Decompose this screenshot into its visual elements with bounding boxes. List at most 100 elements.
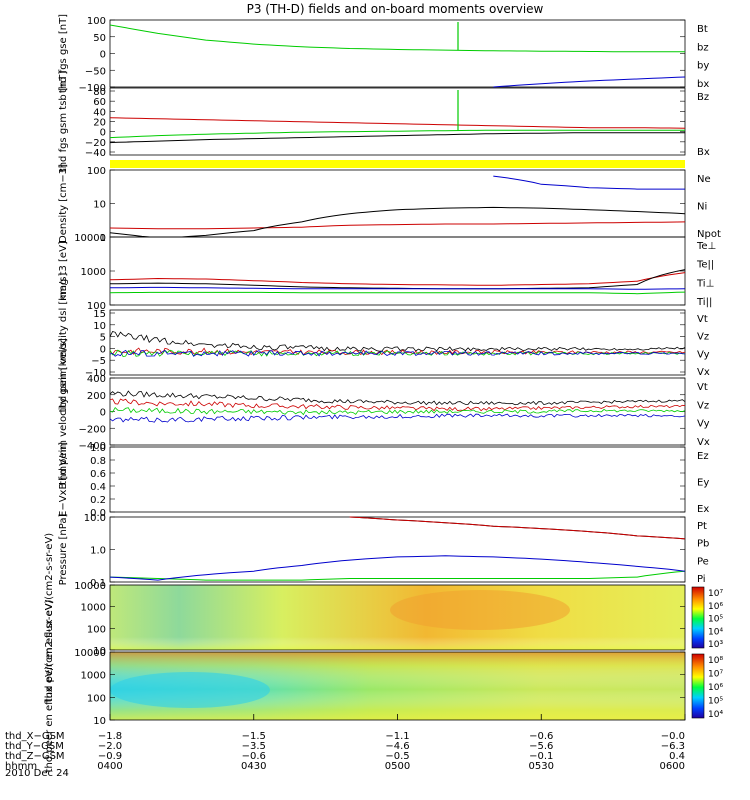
y-tick-label: 1 [100,233,106,244]
x-tick-label: −0.6 [529,731,553,742]
legend-entry: Vx [697,437,710,448]
yellow-bar [110,160,685,168]
series-line-Te⊥ [109,272,686,286]
y-tick-label: −20 [85,138,106,149]
y-tick-label: −100 [79,83,106,94]
y-tick-label: 0 [100,50,106,61]
y-axis-label: thd fgs gsm tsb [nT] [58,71,69,173]
x-tick-label: −1.5 [242,731,266,742]
y-axis-label: thd fgs gse [nT] [58,14,69,93]
series-line-Bz [109,117,686,129]
colorbar-tick-label: 10⁸ [708,656,723,666]
colorbar-tick-label: 10⁶ [708,602,723,612]
panel-peer-en: 10⁸ 10⁷ 10⁶ 10⁵ 10⁴ 10000 1000 100 10 thd peer en… [44,600,723,773]
x-tick-label: 0430 [241,761,266,772]
series-line-Vy [109,349,686,358]
y-tick-label: 1000 [81,603,106,614]
legend-entry: Ne [697,174,711,185]
series-line-Vx [109,349,686,357]
legend-entry: Te⊥ [696,241,716,252]
series-line-Pb [349,516,686,540]
y-tick-label: 0.0 [90,508,106,519]
legend-entry: bx [697,79,709,90]
y-axis-label: thd peim velocity gsm [km/s] [58,338,69,485]
legend-entry: Vt [697,382,708,393]
legend-entry: Vy [697,349,710,360]
x-row-label: hhmm [5,761,37,772]
series-line-Pe [109,570,686,581]
x-tick-label: −1.8 [98,731,122,742]
date-label: 2010 Dec 24 [5,768,69,779]
series-line-Vz [109,398,686,412]
x-tick-label: −6.3 [661,741,685,752]
series-line-Vy [109,406,686,416]
panel-frame [109,446,686,513]
x-tick-label: −0.1 [529,751,553,762]
y-tick-label: 10 [93,321,106,332]
y-tick-label: 0 [100,408,106,419]
y-tick-label: −5 [91,356,106,367]
legend-entry: Vt [697,314,708,325]
panel-fgs-gse: 100 50 0 −50 −100 thd fgs gse [nT] Bt bz by bx [58,14,709,94]
y-tick-label: 1000 [81,671,106,682]
legend-entry: Ez [697,451,709,462]
x-tick-label: −1.1 [385,731,409,742]
y-tick-label: 100 [87,16,106,27]
series-line-Pi [109,555,686,581]
legend-entry: Ti|| [696,297,712,308]
y-tick-label: 10 [93,716,106,727]
legend-entry: Pi [697,574,706,585]
legend-entry: bz [697,42,709,53]
x-tick-label: −5.6 [529,741,553,752]
chart-title: P3 (TH-D) fields and on-board moments ov… [247,2,544,16]
x-tick-label: 0530 [529,761,554,772]
panel-frame [109,309,686,376]
panel-peim-gsm: 400 200 0 −200 −400 thd peim velocity gsm [km… [58,338,710,485]
colorbar-scale [691,586,705,649]
y-tick-label: 10 [93,200,106,211]
series-line-bx [493,76,686,88]
y-axis-label: thd peir en eflux eV/(cm2-s-sr-eV) [44,533,55,702]
y-tick-label: 100 [87,166,106,177]
legend-entry: Pe [697,556,709,567]
y-tick-label: 100 [87,301,106,312]
y-tick-label: 10000 [74,581,106,592]
y-tick-label: 0 [100,344,106,355]
y-tick-label: 10.0 [84,513,106,524]
colorbar-tick-label: 10⁴ [708,710,723,720]
colorbar-tick-label: 10⁷ [708,670,723,680]
y-tick-label: 1000 [81,267,106,278]
y-tick-label: 0.8 [90,456,106,467]
y-tick-label: 100 [87,693,106,704]
x-tick-label: 0.4 [669,751,685,762]
x-row-label: thd_Z−GSM [5,751,65,762]
y-tick-label: 1.0 [90,443,106,454]
panel-frame [109,87,686,156]
y-tick-label: −40 [85,148,106,159]
series-line-Vt [109,390,686,406]
colorbar: 10⁷ 10⁶ 10⁵ 10⁴ 10³ [691,586,723,650]
yellow-bar-panel [110,160,685,168]
y-tick-label: −50 [85,66,106,77]
legend-entry: Vz [697,400,709,411]
panel-frame [109,19,686,88]
panel-density: 100 10 1 Density [cm−3] Ne Ni Npot [58,164,721,244]
legend-entry: Pb [697,539,709,550]
y-tick-label: 10000 [74,233,106,244]
y-axis-label: thd peer en eflux eV/(cm2-s-sr-eV) [44,600,55,773]
colorbar-tick-label: 10⁵ [708,697,723,707]
legend-entry: Npot [697,229,721,240]
series-line-by [109,24,685,53]
y-tick-label: 50 [93,33,106,44]
y-tick-label: −10 [85,368,106,379]
y-axis-label: Pressure [nPa] [58,514,69,586]
legend-entry: by [697,61,709,72]
y-tick-label: 60 [93,97,106,108]
series-line-Ti⊥ [109,286,686,290]
series-line-Ne [109,221,686,230]
y-tick-label: 80 [93,87,106,98]
y-tick-label: 10000 [74,648,106,659]
legend-entry: Bx [697,147,710,158]
